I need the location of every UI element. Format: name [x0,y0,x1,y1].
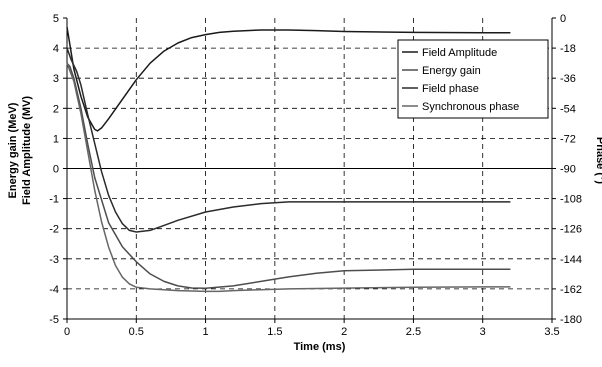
legend-label-field-amplitude: Field Amplitude [422,47,497,59]
x-tick-label: 2.5 [406,326,421,338]
series-line-field-phase [66,47,511,233]
y-tick-label: 1 [53,133,59,145]
y-tick-label: 2 [53,103,59,115]
y2-tick-label: -162 [560,284,582,296]
legend-label-field-phase: Field phase [422,83,479,95]
y-tick-label: -3 [49,254,59,266]
y-tick-label: 0 [53,164,59,176]
x-tick-label: 1.5 [267,326,282,338]
y2-tick-label: -54 [560,103,576,115]
tick-labels: 0 0.5 1 1.5 2 2.5 3 3.5-5-4-3-2-1012345-180-162… [49,13,582,338]
y2-tick-label: -180 [560,314,582,326]
x-axis-title: Time (ms) [294,341,346,353]
x-tick-label: 1 [203,326,209,338]
legend-label-energy-gain: Energy gain [422,65,481,77]
y-tick-label: 5 [53,13,59,25]
y2-axis-title: Phase (°) [594,137,602,185]
x-tick-label: 3 [480,326,486,338]
x-tick-label: 2 [341,326,347,338]
y-tick-label: 3 [53,73,59,85]
y2-tick-label: -90 [560,164,576,176]
x-tick-label: 0 [64,326,70,338]
y-tick-label: -2 [49,224,59,236]
axis-titles: Time (ms) Energy gain (MeV) Field Amplitud… [7,96,602,353]
y2-tick-label: -36 [560,73,576,85]
series-line-field-amplitude [66,26,511,132]
series-group [66,26,511,293]
y2-tick-label: -72 [560,133,576,145]
series-line-synchronous-phase [66,62,511,293]
legend-label-synchronous-phase: Synchronous phase [422,101,519,113]
legend: Field Amplitude Energy gain Field phase Syn… [397,39,549,119]
y2-tick-label: 0 [560,13,566,25]
legend-box [397,39,549,119]
y-tick-label: -4 [49,284,59,296]
y2-tick-label: -18 [560,43,576,55]
y2-tick-label: -126 [560,224,582,236]
x-tick-label: 0.5 [129,326,144,338]
y-axis-title-energy: Energy gain (MeV) [7,102,19,198]
y-tick-label: -5 [49,314,59,326]
series-line-energy-gain [66,62,511,290]
y2-tick-label: -144 [560,254,582,266]
grid-lines [67,18,552,319]
y-tick-label: -1 [49,194,59,206]
y-axis-title-field: Field Amplitude (MV) [21,96,33,205]
x-tick-label: 3.5 [544,326,559,338]
y-tick-label: 4 [53,43,59,55]
y2-tick-label: -108 [560,194,582,206]
axes [63,17,556,323]
